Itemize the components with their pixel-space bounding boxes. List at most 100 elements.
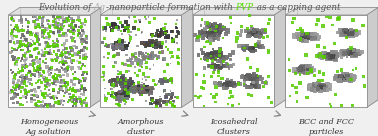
Point xyxy=(155,103,161,105)
Point xyxy=(23,39,29,41)
Point xyxy=(51,15,57,17)
Point xyxy=(208,26,214,28)
Point xyxy=(139,94,145,96)
Point xyxy=(33,23,39,25)
Point xyxy=(254,81,260,84)
Point xyxy=(79,103,85,105)
Point xyxy=(237,34,243,36)
Point xyxy=(27,54,33,56)
Point xyxy=(127,85,133,87)
Point xyxy=(161,81,167,83)
Text: Homogeneous
Ag solution: Homogeneous Ag solution xyxy=(20,118,78,135)
Point xyxy=(78,92,84,95)
Point xyxy=(299,35,305,37)
Point xyxy=(258,45,264,47)
Point xyxy=(303,67,309,69)
Point xyxy=(126,26,132,28)
Point xyxy=(10,18,16,20)
Point xyxy=(342,31,349,33)
Point xyxy=(68,47,74,49)
Point xyxy=(307,85,313,87)
Point xyxy=(211,24,217,26)
Point xyxy=(128,83,134,85)
Point xyxy=(208,32,214,34)
Point xyxy=(160,80,166,83)
Point xyxy=(356,53,362,55)
Point xyxy=(328,105,335,108)
Point xyxy=(229,79,235,81)
Point xyxy=(63,47,69,50)
Point xyxy=(121,46,127,49)
Point xyxy=(12,76,18,78)
Point xyxy=(149,44,155,46)
Point xyxy=(308,38,314,41)
Point xyxy=(215,38,222,41)
Point xyxy=(74,35,81,37)
Point xyxy=(59,62,65,64)
Point xyxy=(347,51,353,53)
Point xyxy=(60,33,67,35)
Point xyxy=(209,24,215,26)
Point xyxy=(205,26,211,28)
Point xyxy=(112,24,118,26)
Point xyxy=(322,55,328,57)
Point xyxy=(50,89,56,92)
Point xyxy=(225,63,231,65)
Point xyxy=(116,97,122,100)
Point xyxy=(158,46,164,48)
Point xyxy=(136,91,142,93)
Point xyxy=(118,78,124,81)
Point xyxy=(59,67,65,69)
Point xyxy=(70,94,76,96)
Point xyxy=(132,89,138,91)
Point xyxy=(69,99,75,101)
Point xyxy=(159,33,165,35)
Point xyxy=(60,49,67,51)
Point xyxy=(39,20,45,22)
Point xyxy=(22,45,28,47)
Point xyxy=(11,35,17,37)
Point xyxy=(106,53,112,55)
Point xyxy=(8,24,14,26)
Point xyxy=(14,85,20,88)
Point xyxy=(57,75,63,78)
Point xyxy=(11,84,17,86)
Point xyxy=(266,51,272,54)
Point xyxy=(254,45,260,47)
Point xyxy=(312,35,318,37)
Point xyxy=(144,43,150,45)
Point xyxy=(59,53,65,56)
Point xyxy=(214,36,220,39)
Point xyxy=(17,43,23,45)
Point xyxy=(73,77,79,80)
Point xyxy=(32,16,38,18)
Point xyxy=(54,38,60,41)
Point xyxy=(332,52,338,54)
Point xyxy=(300,30,306,32)
Point xyxy=(149,35,155,38)
Point xyxy=(103,43,109,46)
Point xyxy=(37,64,43,67)
Point xyxy=(118,45,124,48)
Point xyxy=(238,30,244,32)
Point xyxy=(70,73,76,75)
Point xyxy=(110,46,116,48)
Point xyxy=(121,93,127,95)
Point xyxy=(254,31,260,33)
Point xyxy=(74,90,80,92)
Point xyxy=(217,50,223,53)
Point xyxy=(153,40,160,42)
Point xyxy=(33,102,39,104)
Point xyxy=(221,58,227,60)
Point xyxy=(23,59,29,61)
Point xyxy=(127,57,133,59)
Point xyxy=(33,103,39,106)
Point xyxy=(24,92,30,94)
Point xyxy=(315,37,321,39)
Point xyxy=(215,34,221,36)
Point xyxy=(119,46,125,48)
Point xyxy=(298,68,304,70)
Point xyxy=(318,87,324,89)
Point xyxy=(68,80,74,82)
Point xyxy=(116,41,122,43)
